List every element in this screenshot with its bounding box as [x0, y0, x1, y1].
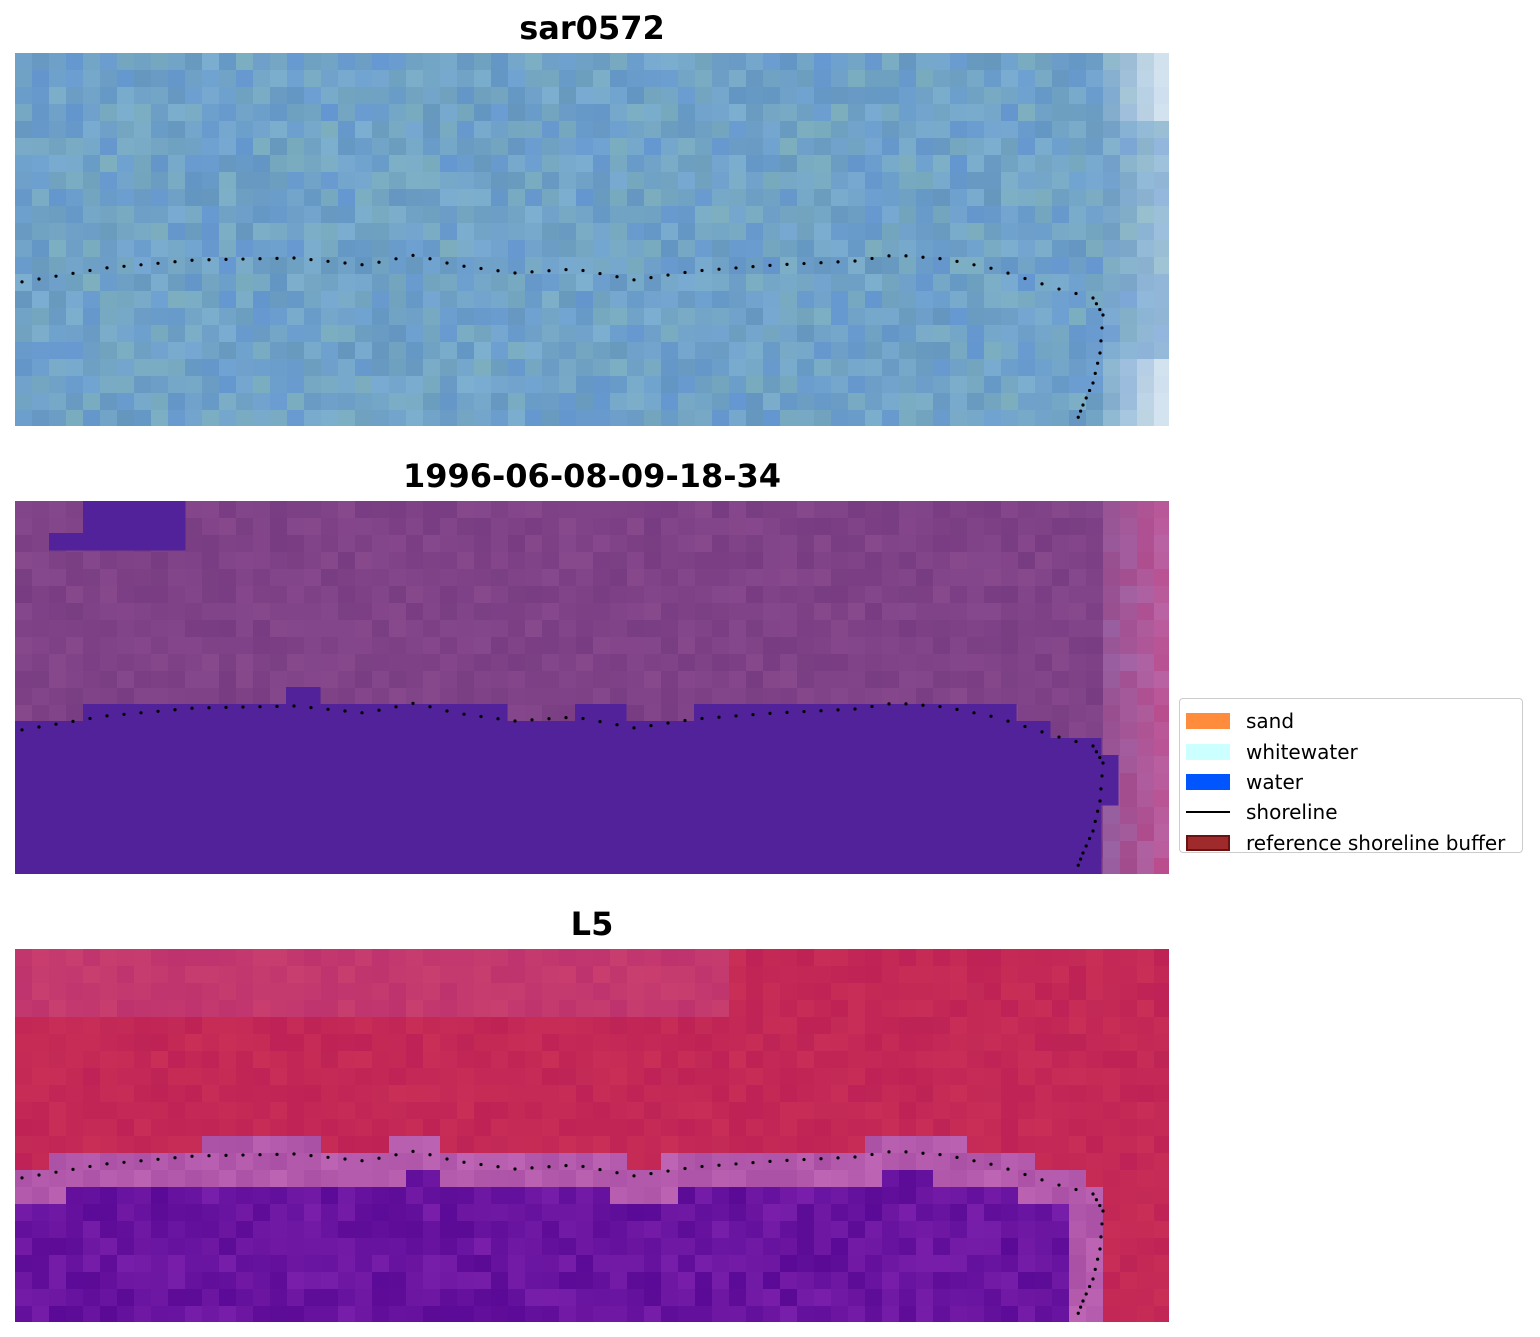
legend: sand whitewater water shoreline reference sh…	[1179, 698, 1523, 855]
legend-item-shoreline: shoreline	[1186, 797, 1516, 827]
image-panel-falsecolor	[15, 949, 1169, 1322]
legend-label: sand	[1246, 709, 1295, 734]
legend-swatch	[1186, 713, 1230, 730]
legend-item-reference-shoreline-buffer: reference shoreline buffer	[1186, 828, 1516, 858]
shoreline-dots	[20, 1149, 1105, 1315]
legend-swatch	[1186, 811, 1230, 814]
legend-label: shoreline	[1246, 800, 1338, 825]
legend-swatch	[1186, 834, 1230, 851]
legend-label: reference shoreline buffer	[1246, 830, 1506, 855]
legend-label: whitewater	[1246, 739, 1358, 764]
legend-item-sand: sand	[1186, 706, 1516, 736]
legend-item-water: water	[1186, 767, 1516, 797]
panel-title-sensor: L5	[570, 905, 614, 943]
panel-title-sar: sar0572	[519, 9, 665, 47]
image-panel-classified	[15, 501, 1169, 874]
image-panel-sar	[15, 53, 1169, 426]
panel-title-date: 1996-06-08-09-18-34	[402, 457, 782, 495]
legend-label: water	[1246, 769, 1303, 794]
shoreline-dots	[20, 701, 1105, 867]
legend-swatch	[1186, 743, 1230, 760]
classified-image	[15, 501, 1169, 874]
legend-item-whitewater: whitewater	[1186, 736, 1516, 766]
shoreline-dots	[20, 253, 1105, 419]
falsecolor-image	[15, 949, 1169, 1322]
legend-swatch	[1186, 773, 1230, 790]
sar-image	[15, 53, 1169, 426]
